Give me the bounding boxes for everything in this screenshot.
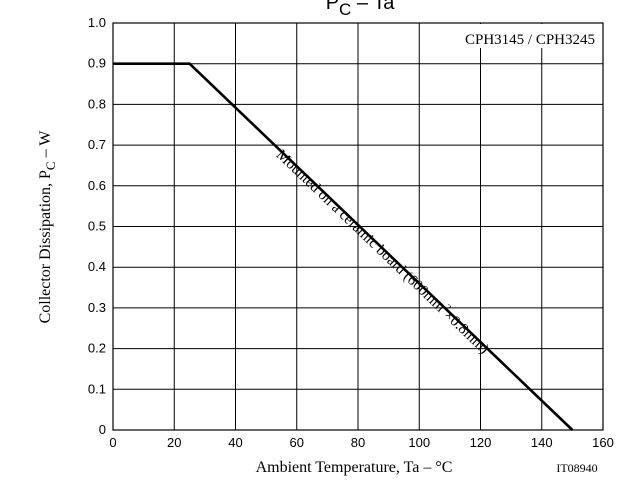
inset-label-background — [458, 24, 601, 48]
x-tick-label: 40 — [228, 435, 242, 450]
series — [113, 62, 574, 431]
annotation-superscript: 2 — [442, 302, 453, 313]
grid — [113, 23, 603, 430]
x-tick-label: 80 — [351, 435, 365, 450]
chart-title-sub: C — [339, 0, 351, 19]
chart-title: PC – Ta — [326, 0, 396, 19]
figure-code: IT08940 — [556, 461, 597, 475]
x-tick-label: 20 — [167, 435, 181, 450]
y-axis-label: Collector Dissipation, PC – W — [37, 130, 58, 324]
x-tick-label: 140 — [531, 435, 553, 450]
y-tick-label: 0.8 — [88, 96, 106, 111]
inset-label: CPH3145 / CPH3245 — [465, 32, 595, 48]
x-axis-label: Ambient Temperature, Ta – °C — [256, 459, 453, 476]
curve-annotation-text: Mounted on a ceramic board (600mm2×0.8mm… — [273, 145, 493, 357]
x-tick-label: 100 — [408, 435, 430, 450]
y-tick-label: 0.9 — [88, 56, 106, 71]
x-tick-label: 0 — [109, 435, 116, 450]
x-tick-label: 160 — [592, 435, 614, 450]
y-tick-label: 0.5 — [88, 219, 106, 234]
annotation-text-tail: ×0.8mm) — [440, 307, 491, 357]
pc-derating-curve — [113, 62, 574, 431]
curve-annotation: Mounted on a ceramic board (600mm2×0.8mm… — [273, 145, 493, 357]
x-tick-label: 60 — [290, 435, 304, 450]
y-tick-label: 0.4 — [88, 259, 106, 274]
inset-label-box: CPH3145 / CPH3245 — [458, 24, 601, 48]
annotation-text-main: Mounted on a ceramic board (600mm — [273, 147, 448, 316]
chart-title-rest: – Ta — [351, 0, 395, 14]
y-tick-label: 1.0 — [88, 15, 106, 30]
chart-title-main: P — [326, 0, 339, 14]
y-axis-label-rest: – W — [37, 130, 54, 162]
tick-labels: 0 20 40 60 80 100 120 140 160 0 0.1 0.2 0.3 0.4 0.5 0.6… — [88, 15, 614, 450]
plot-frame — [112, 22, 604, 431]
y-tick-label: 0.1 — [88, 381, 106, 396]
y-axis-label-sub: C — [43, 161, 58, 170]
y-axis-label-main: Collector Dissipation, P — [37, 170, 54, 323]
y-tick-label: 0.6 — [88, 178, 106, 193]
y-tick-label: 0.7 — [88, 137, 106, 152]
x-tick-label: 120 — [470, 435, 492, 450]
y-tick-label: 0.3 — [88, 300, 106, 315]
y-tick-label: 0 — [99, 422, 106, 437]
y-tick-label: 0.2 — [88, 341, 106, 356]
